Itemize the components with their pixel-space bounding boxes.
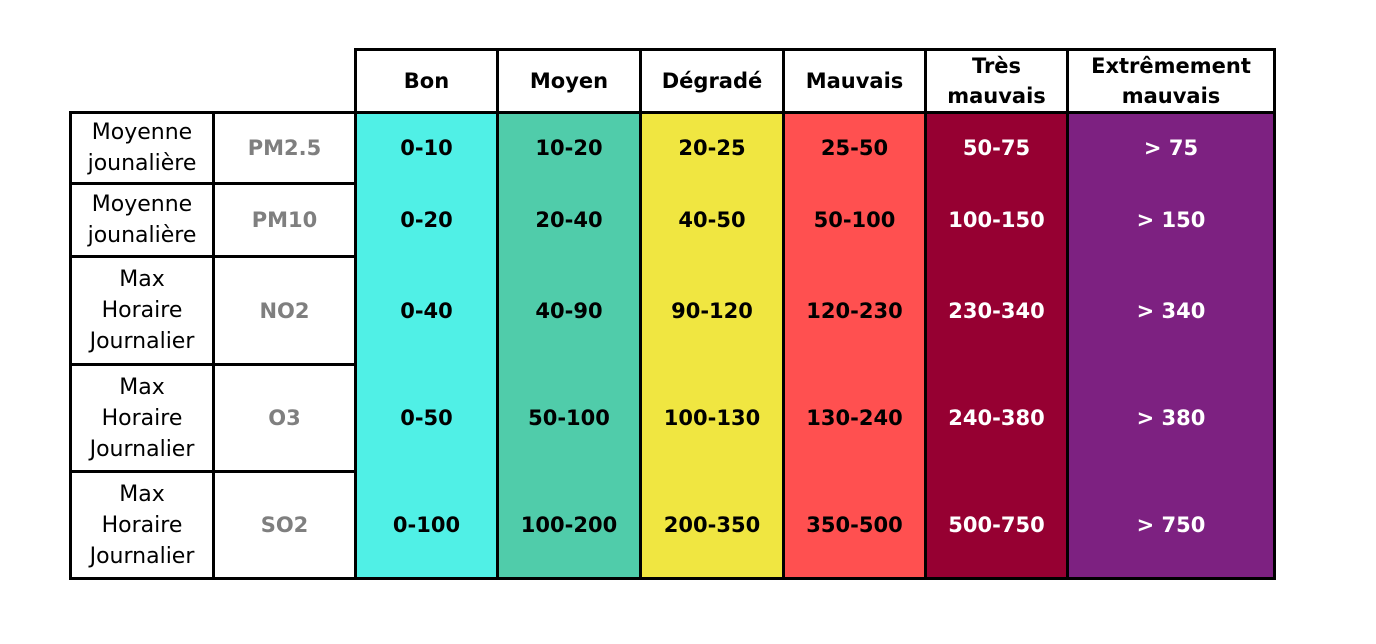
value-moyen: 100-200 [496, 470, 642, 580]
value-moyen: 10-20 [496, 111, 642, 185]
value-label: 100-200 [520, 513, 618, 537]
value-extremement-mauvais: > 380 [1066, 363, 1276, 473]
value-label: > 150 [1136, 208, 1206, 232]
value-extremement-mauvais: > 340 [1066, 255, 1276, 366]
value-label: > 750 [1136, 513, 1206, 537]
pollutant-cell: SO2 [212, 470, 357, 580]
value-label: > 75 [1143, 136, 1199, 160]
pollutant-label: PM2.5 [247, 136, 322, 160]
value-extremement-mauvais: > 75 [1066, 111, 1276, 185]
header-label: Mauvais [805, 69, 904, 93]
value-moyen: 50-100 [496, 363, 642, 473]
band-tres-mauvais [924, 111, 1069, 580]
value-label: 10-20 [535, 136, 603, 160]
value-label: 50-100 [528, 406, 610, 430]
header-label: Moyen [529, 69, 609, 93]
value-tres-mauvais: 100-150 [924, 182, 1069, 258]
header-bon: Bon [354, 48, 499, 114]
header-tres-mauvais: Très mauvais [924, 48, 1069, 114]
pollutant-cell: PM2.5 [212, 111, 357, 185]
value-label: 120-230 [806, 298, 903, 323]
value-mauvais: 25-50 [782, 111, 927, 185]
pollutant-label: SO2 [260, 513, 309, 537]
value-label: 20-25 [678, 136, 746, 160]
averaging-label: Max Horaire Journalier [89, 267, 195, 354]
header-label: Dégradé [661, 69, 763, 93]
band-degrade [639, 111, 785, 580]
value-label: 130-240 [806, 406, 903, 430]
value-mauvais: 130-240 [782, 363, 927, 473]
averaging-period-cell: Moyenne jounalière [69, 111, 215, 185]
value-bon: 0-10 [354, 111, 499, 185]
value-label: 500-750 [948, 513, 1045, 537]
value-label: 50-100 [813, 208, 896, 232]
value-bon: 0-20 [354, 182, 499, 258]
pollutant-cell: O3 [212, 363, 357, 473]
averaging-label: Moyenne jounalière [87, 192, 197, 248]
value-bon: 0-40 [354, 255, 499, 366]
value-mauvais: 50-100 [782, 182, 927, 258]
value-degrade: 40-50 [639, 182, 785, 258]
value-label: 0-40 [400, 298, 453, 323]
value-tres-mauvais: 50-75 [924, 111, 1069, 185]
header-mauvais: Mauvais [782, 48, 927, 114]
averaging-label: Max Horaire Journalier [89, 481, 195, 569]
averaging-label: Moyenne jounalière [87, 120, 197, 176]
header-moyen: Moyen [496, 48, 642, 114]
pollutant-label: O3 [268, 406, 301, 430]
header-degrade: Dégradé [639, 48, 785, 114]
value-extremement-mauvais: > 750 [1066, 470, 1276, 580]
value-degrade: 20-25 [639, 111, 785, 185]
value-degrade: 100-130 [639, 363, 785, 473]
value-label: 350-500 [806, 513, 903, 537]
header-label: Bon [403, 69, 450, 93]
value-label: 0-10 [400, 136, 453, 160]
header-label: Très mauvais [947, 54, 1046, 108]
value-label: 40-90 [535, 298, 603, 323]
averaging-period-cell: Max Horaire Journalier [69, 255, 215, 366]
value-tres-mauvais: 240-380 [924, 363, 1069, 473]
value-label: 240-380 [948, 406, 1045, 430]
value-label: > 380 [1136, 406, 1206, 430]
value-extremement-mauvais: > 150 [1066, 182, 1276, 258]
value-mauvais: 350-500 [782, 470, 927, 580]
pollutant-label: NO2 [259, 298, 310, 323]
value-label: 40-50 [678, 208, 746, 232]
value-label: 20-40 [535, 208, 603, 232]
value-mauvais: 120-230 [782, 255, 927, 366]
value-label: 25-50 [820, 136, 889, 160]
band-extremement-mauvais [1066, 111, 1276, 580]
averaging-label: Max Horaire Journalier [89, 374, 195, 462]
pollutant-cell: NO2 [212, 255, 357, 366]
value-moyen: 40-90 [496, 255, 642, 366]
value-label: > 340 [1136, 298, 1206, 323]
averaging-period-cell: Max Horaire Journalier [69, 363, 215, 473]
pollutant-label: PM10 [251, 208, 318, 232]
value-label: 0-100 [392, 513, 461, 537]
value-bon: 0-50 [354, 363, 499, 473]
value-label: 200-350 [663, 513, 761, 537]
value-label: 100-130 [663, 406, 761, 430]
pollutant-cell: PM10 [212, 182, 357, 258]
averaging-period-cell: Max Horaire Journalier [69, 470, 215, 580]
value-tres-mauvais: 500-750 [924, 470, 1069, 580]
value-label: 100-150 [948, 208, 1045, 232]
header-extremement-mauvais: Extrêmement mauvais [1066, 48, 1276, 114]
value-tres-mauvais: 230-340 [924, 255, 1069, 366]
value-label: 0-50 [400, 406, 453, 430]
value-label: 0-20 [400, 208, 453, 232]
averaging-period-cell: Moyenne jounalière [69, 182, 215, 258]
value-label: 90-120 [671, 298, 753, 323]
value-degrade: 90-120 [639, 255, 785, 366]
value-moyen: 20-40 [496, 182, 642, 258]
band-moyen [496, 111, 642, 580]
value-label: 230-340 [948, 298, 1045, 323]
value-degrade: 200-350 [639, 470, 785, 580]
header-label: Extrêmement mauvais [1091, 54, 1251, 108]
value-bon: 0-100 [354, 470, 499, 580]
value-label: 50-75 [962, 136, 1031, 160]
